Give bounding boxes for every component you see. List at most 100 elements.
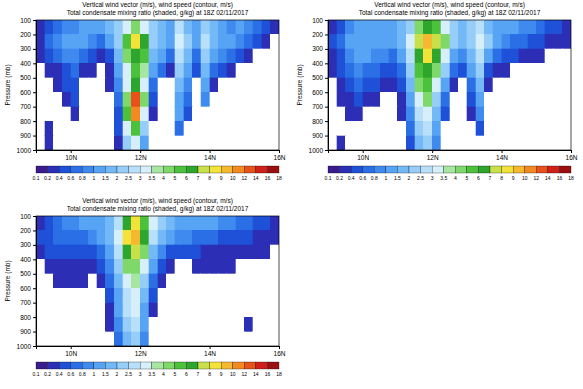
cell [345, 34, 354, 48]
cell [201, 121, 210, 135]
tick-mark [571, 150, 572, 153]
cell [97, 34, 106, 48]
cell [227, 303, 236, 317]
cell [270, 303, 279, 317]
cell [236, 136, 245, 150]
cell [184, 49, 193, 63]
cell [184, 20, 193, 34]
tick: 800 [20, 118, 36, 125]
cell [53, 288, 62, 302]
cell [262, 303, 271, 317]
cell [218, 136, 227, 150]
cell [262, 288, 271, 302]
cell [201, 78, 210, 92]
cell [450, 63, 459, 77]
panel: Vertical wind vector (m/s), wind speed (… [296, 1, 578, 181]
cell [528, 92, 537, 106]
cell [71, 216, 80, 230]
cell [166, 78, 175, 92]
cell [397, 20, 406, 34]
cell [62, 92, 71, 106]
cell [123, 259, 132, 273]
cell [337, 121, 346, 135]
colorbar-label: 3.5 [440, 175, 447, 181]
tick-mark [71, 150, 72, 153]
cell [476, 49, 485, 63]
cell [354, 121, 363, 135]
cell [502, 78, 511, 92]
tick: 200 [20, 227, 36, 234]
cell [380, 34, 389, 48]
cell [53, 274, 62, 288]
tick-mark [325, 136, 328, 137]
cell [158, 274, 167, 288]
cell [45, 92, 54, 106]
cell [328, 34, 337, 48]
cell [131, 216, 140, 230]
cell [36, 230, 45, 244]
cell [97, 136, 106, 150]
cell [149, 230, 158, 244]
cell [62, 107, 71, 121]
cell [158, 259, 167, 273]
colorbar-label: 12 [242, 371, 248, 377]
cell [175, 274, 184, 288]
tick-label: 300 [312, 45, 323, 52]
cell [210, 303, 219, 317]
cell [192, 78, 201, 92]
colorbar-label: 4 [162, 175, 165, 181]
colorbar-box [386, 166, 398, 173]
cell [432, 78, 441, 92]
tick: 200 [312, 31, 328, 38]
tick: 400 [312, 60, 328, 67]
cell [510, 78, 519, 92]
cell [62, 317, 71, 331]
colorbar-box [175, 166, 187, 173]
cell [88, 78, 97, 92]
colorbar-label: 16 [557, 175, 563, 181]
colorbar-box [221, 362, 233, 369]
cell [123, 20, 132, 34]
tick: 100 [312, 17, 328, 24]
cell [158, 49, 167, 63]
cell [36, 259, 45, 273]
cell [140, 78, 149, 92]
cell [415, 92, 424, 106]
tick-mark [33, 245, 36, 246]
cell [88, 63, 97, 77]
cell [166, 107, 175, 121]
tick: 10N [65, 346, 77, 357]
cell [441, 107, 450, 121]
colorbar-label: 1.5 [102, 175, 109, 181]
cell [158, 332, 167, 346]
colorbar-box [244, 362, 256, 369]
cell [36, 20, 45, 34]
cell [253, 245, 262, 259]
cell [166, 136, 175, 150]
cell [210, 107, 219, 121]
cell [493, 78, 502, 92]
cell [423, 92, 432, 106]
colorbar-label: 0.6 [67, 371, 74, 377]
cell [201, 317, 210, 331]
colorbar-box [117, 166, 129, 173]
cell [218, 63, 227, 77]
cell [184, 136, 193, 150]
colorbar-box [267, 362, 279, 369]
cell [253, 230, 262, 244]
cell [406, 20, 415, 34]
tick-mark [33, 107, 36, 108]
cell [210, 216, 219, 230]
cell [175, 216, 184, 230]
cell [114, 34, 123, 48]
colorbar-box [444, 166, 456, 173]
cell [270, 20, 279, 34]
cell [476, 78, 485, 92]
colorbar-box [340, 166, 352, 173]
colorbar-box [163, 166, 175, 173]
cell [88, 136, 97, 150]
cell [53, 245, 62, 259]
cell [236, 288, 245, 302]
tick-mark [33, 49, 36, 50]
cell [397, 34, 406, 48]
